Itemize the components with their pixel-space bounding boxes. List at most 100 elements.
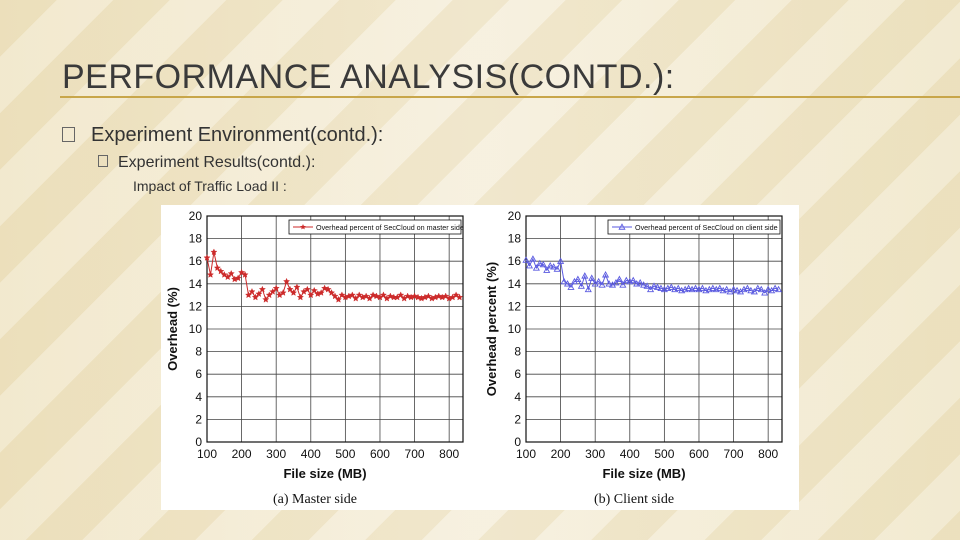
data-point — [761, 289, 769, 296]
figure-caption: (b) Client side — [594, 492, 674, 507]
data-point — [248, 287, 256, 295]
data-point — [272, 284, 280, 292]
bullet-level2: Experiment Results(contd.): — [98, 154, 315, 172]
data-point — [646, 285, 655, 293]
data-point — [574, 275, 582, 282]
data-point — [328, 289, 336, 296]
data-point — [379, 291, 387, 299]
data-point — [348, 291, 356, 299]
data-point — [723, 285, 731, 293]
x-tick-label: 800 — [758, 447, 778, 461]
square-bullet-icon — [62, 127, 75, 142]
data-point — [667, 283, 675, 290]
x-tick-label: 600 — [370, 447, 390, 461]
data-point — [584, 285, 592, 293]
data-point — [331, 292, 339, 300]
data-point — [307, 291, 315, 299]
data-point — [567, 283, 575, 290]
x-tick-label: 500 — [654, 447, 674, 461]
legend: Overhead percent of SecCloud on master s… — [288, 219, 464, 235]
data-point — [733, 286, 741, 294]
bullet-level1-text: Experiment Environment(contd.): — [91, 124, 384, 146]
data-point — [560, 277, 568, 285]
x-tick-label: 300 — [585, 447, 605, 461]
data-point — [563, 280, 572, 287]
data-point — [529, 255, 537, 262]
data-point — [397, 291, 405, 299]
data-point — [262, 295, 270, 303]
plot-frame — [525, 215, 783, 443]
title-underline — [60, 96, 960, 98]
data-point — [629, 276, 637, 284]
data-point — [210, 248, 218, 256]
data-point — [543, 266, 551, 273]
data-point — [747, 286, 755, 294]
x-tick-label: 800 — [439, 447, 459, 461]
data-point — [546, 261, 554, 269]
data-point — [241, 271, 249, 278]
bullet-level3-text: Impact of Traffic Load II : — [133, 178, 287, 194]
y-tick-label: 12 — [508, 299, 522, 313]
data-point — [602, 271, 610, 278]
legend: Overhead percent of SecCloud on client s… — [607, 219, 781, 235]
y-tick-label: 0 — [514, 435, 521, 449]
data-point — [283, 277, 291, 285]
data-point — [698, 284, 706, 292]
data-point — [324, 285, 332, 293]
x-tick-label: 300 — [266, 447, 286, 461]
data-point — [615, 275, 623, 282]
data-point — [286, 285, 294, 293]
y-tick-label: 8 — [195, 345, 202, 359]
data-point — [539, 260, 547, 268]
data-point — [234, 274, 242, 282]
data-point — [317, 289, 325, 296]
y-tick-label: 4 — [195, 390, 202, 404]
data-point — [622, 276, 630, 284]
data-point — [643, 282, 651, 289]
x-tick-label: 100 — [197, 447, 217, 461]
data-point — [657, 284, 665, 292]
data-point — [730, 285, 738, 293]
data-point — [588, 274, 596, 281]
data-point — [750, 287, 758, 295]
y-tick-label: 2 — [195, 412, 202, 426]
data-point — [757, 285, 765, 293]
data-point — [310, 286, 318, 294]
data-point — [525, 261, 534, 269]
y-tick-label: 6 — [514, 367, 521, 381]
y-tick-label: 12 — [189, 299, 203, 313]
y-tick-label: 6 — [195, 367, 202, 381]
legend-marker — [618, 223, 626, 230]
x-tick-label: 600 — [689, 447, 709, 461]
data-point — [303, 285, 311, 293]
y-tick-label: 10 — [508, 322, 522, 336]
y-tick-label: 18 — [508, 232, 522, 246]
data-point — [650, 282, 658, 289]
x-tick-label: 700 — [724, 447, 744, 461]
plot-frame — [206, 215, 464, 443]
y-tick-label: 14 — [189, 277, 203, 291]
data-point — [296, 293, 304, 301]
y-tick-label: 14 — [508, 277, 522, 291]
y-axis-label: Overhead (%) — [165, 287, 180, 371]
data-point — [536, 259, 544, 267]
y-tick-label: 2 — [514, 412, 521, 426]
data-point — [289, 289, 298, 296]
x-tick-label: 200 — [551, 447, 571, 461]
data-point — [279, 289, 287, 296]
legend-label: Overhead percent of SecCloud on master s… — [316, 223, 464, 232]
x-tick-label: 500 — [335, 447, 355, 461]
x-tick-label: 200 — [232, 447, 252, 461]
data-point — [557, 257, 565, 264]
y-tick-label: 18 — [189, 232, 203, 246]
data-point — [764, 285, 772, 293]
y-tick-label: 16 — [508, 254, 522, 268]
data-point — [774, 285, 783, 293]
data-point — [685, 284, 693, 292]
data-point — [203, 254, 211, 261]
legend-marker — [300, 224, 306, 230]
data-point — [522, 256, 530, 263]
square-bullet-icon — [98, 155, 108, 167]
x-axis-label: File size (MB) — [283, 466, 366, 481]
